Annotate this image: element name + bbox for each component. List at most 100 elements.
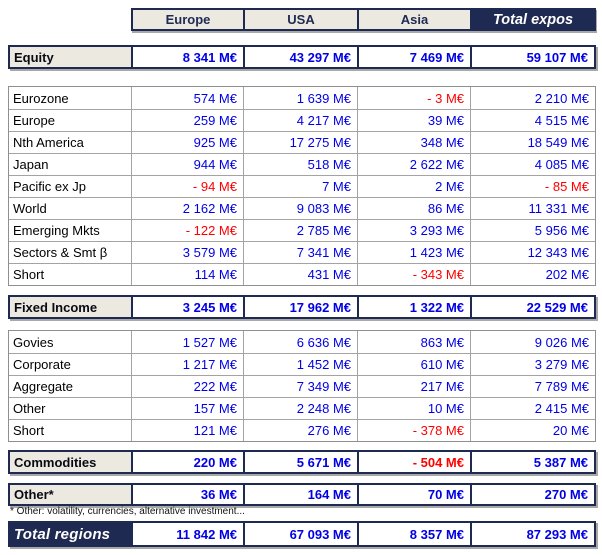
detail-value-europe-europe: 259 M€	[131, 110, 243, 131]
detail-value-govies-usa: 6 636 M€	[243, 331, 357, 353]
detail-value-emerging-mkts-total-expos: 5 956 M€	[470, 220, 595, 241]
detail-row-world: World 2 162 M€ 9 083 M€ 86 M€ 11 331 M€	[9, 197, 595, 219]
detail-row-pacific-ex-jp: Pacific ex Jp - 94 M€ 7 M€ 2 M€ - 85 M€	[9, 175, 595, 197]
detail-value-corporate-europe: 1 217 M€	[131, 354, 243, 375]
fixed-income-value-total-expos: 22 529 M€	[470, 297, 594, 317]
detail-value-short-total-expos: 202 M€	[470, 264, 595, 285]
equity-value-asia: 7 469 M€	[357, 47, 470, 67]
detail-value-europe-asia: 39 M€	[357, 110, 470, 131]
detail-value-aggregate-total-expos: 7 789 M€	[470, 376, 595, 397]
column-header-europe: Europe	[133, 10, 243, 29]
detail-value-aggregate-asia: 217 M€	[357, 376, 470, 397]
detail-value-emerging-mkts-usa: 2 785 M€	[243, 220, 357, 241]
detail-label-emerging-mkts: Emerging Mkts	[13, 223, 100, 238]
detail-value-world-total-expos: 11 331 M€	[470, 198, 595, 219]
detail-value-sectors-smt-total-expos: 12 343 M€	[470, 242, 595, 263]
detail-row-govies: Govies 1 527 M€ 6 636 M€ 863 M€ 9 026 M€	[9, 331, 595, 353]
detail-row-emerging-mkts: Emerging Mkts - 122 M€ 2 785 M€ 3 293 M€ 5 9…	[9, 219, 595, 241]
other-value-total-expos: 270 M€	[470, 485, 594, 504]
detail-value-world-europe: 2 162 M€	[131, 198, 243, 219]
equity-section-row: Equity 8 341 M€ 43 297 M€ 7 469 M€ 59 107 M€	[8, 45, 596, 69]
detail-value-pacific-ex-jp-asia: 2 M€	[357, 176, 470, 197]
other-value-usa: 164 M€	[243, 485, 357, 504]
detail-value-eurozone-europe: 574 M€	[131, 87, 243, 109]
detail-label-world: World	[13, 201, 47, 216]
detail-value-other-asia: 10 M€	[357, 398, 470, 419]
detail-value-govies-asia: 863 M€	[357, 331, 470, 353]
detail-label-short: Short	[13, 423, 45, 438]
fixed-income-label: Fixed Income	[10, 297, 131, 317]
detail-row-japan: Japan 944 M€ 518 M€ 2 622 M€ 4 085 M€	[9, 153, 595, 175]
equity-value-europe: 8 341 M€	[131, 47, 243, 67]
fixed-income-detail-table: Govies 1 527 M€ 6 636 M€ 863 M€ 9 026 M€ Corp…	[8, 330, 596, 442]
detail-label-nth-america: Nth America	[13, 135, 84, 150]
detail-row-short: Short 121 M€ 276 M€ - 378 M€ 20 M€	[9, 419, 595, 441]
fixed-income-value-europe: 3 245 M€	[131, 297, 243, 317]
detail-value-short-europe: 121 M€	[131, 420, 243, 441]
detail-value-corporate-asia: 610 M€	[357, 354, 470, 375]
detail-value-world-asia: 86 M€	[357, 198, 470, 219]
fixed-income-value-asia: 1 322 M€	[357, 297, 470, 317]
detail-row-eurozone: Eurozone 574 M€ 1 639 M€ - 3 M€ 2 210 M€	[9, 87, 595, 109]
commodities-value-europe: 220 M€	[131, 452, 243, 472]
detail-value-japan-total-expos: 4 085 M€	[470, 154, 595, 175]
total-regions-value-usa: 67 093 M€	[243, 523, 357, 545]
detail-value-world-usa: 9 083 M€	[243, 198, 357, 219]
detail-value-europe-total-expos: 4 515 M€	[470, 110, 595, 131]
commodities-value-total-expos: 5 387 M€	[470, 452, 594, 472]
detail-value-short-usa: 276 M€	[243, 420, 357, 441]
detail-value-emerging-mkts-europe: - 122 M€	[131, 220, 243, 241]
detail-label-eurozone: Eurozone	[13, 90, 69, 106]
detail-value-nth-america-total-expos: 18 549 M€	[470, 132, 595, 153]
detail-value-sectors-smt-asia: 1 423 M€	[357, 242, 470, 263]
fixed-income-value-usa: 17 962 M€	[243, 297, 357, 317]
detail-row-short: Short 114 M€ 431 M€ - 343 M€ 202 M€	[9, 263, 595, 285]
detail-value-aggregate-europe: 222 M€	[131, 376, 243, 397]
detail-label-govies: Govies	[13, 334, 54, 350]
detail-row-europe: Europe 259 M€ 4 217 M€ 39 M€ 4 515 M€	[9, 109, 595, 131]
detail-value-pacific-ex-jp-usa: 7 M€	[243, 176, 357, 197]
detail-value-nth-america-europe: 925 M€	[131, 132, 243, 153]
detail-label-japan: Japan	[13, 157, 49, 172]
detail-value-corporate-usa: 1 452 M€	[243, 354, 357, 375]
detail-value-japan-europe: 944 M€	[131, 154, 243, 175]
total-regions-value-asia: 8 357 M€	[357, 523, 470, 545]
detail-value-govies-total-expos: 9 026 M€	[470, 331, 595, 353]
detail-label-pacific-ex-jp: Pacific ex Jp	[13, 179, 86, 194]
equity-value-usa: 43 297 M€	[243, 47, 357, 67]
equity-value-total-expos: 59 107 M€	[470, 47, 594, 67]
detail-value-short-asia: - 378 M€	[357, 420, 470, 441]
commodities-section-row: Commodities 220 M€ 5 671 M€ - 504 M€ 5 387 M…	[8, 450, 596, 474]
detail-value-govies-europe: 1 527 M€	[131, 331, 243, 353]
column-header-row: Europe USA Asia Total expos	[131, 8, 596, 31]
detail-value-other-europe: 157 M€	[131, 398, 243, 419]
detail-value-sectors-smt-europe: 3 579 M€	[131, 242, 243, 263]
column-header-usa: USA	[243, 10, 357, 29]
other-label: Other*	[10, 485, 131, 504]
other-value-asia: 70 M€	[357, 485, 470, 504]
commodities-label: Commodities	[10, 452, 131, 472]
detail-value-short-asia: - 343 M€	[357, 264, 470, 285]
detail-value-eurozone-usa: 1 639 M€	[243, 87, 357, 109]
detail-value-emerging-mkts-asia: 3 293 M€	[357, 220, 470, 241]
total-regions-value-europe: 11 842 M€	[131, 523, 243, 545]
detail-value-sectors-smt-usa: 7 341 M€	[243, 242, 357, 263]
column-header-asia: Asia	[357, 10, 470, 29]
detail-label-sectors-smt: Sectors & Smt β	[13, 245, 108, 260]
detail-value-eurozone-total-expos: 2 210 M€	[470, 87, 595, 109]
other-value-europe: 36 M€	[131, 485, 243, 504]
total-regions-row: Total regions 11 842 M€ 67 093 M€ 8 357 M€ 8…	[8, 521, 596, 547]
detail-value-pacific-ex-jp-europe: - 94 M€	[131, 176, 243, 197]
detail-value-other-total-expos: 2 415 M€	[470, 398, 595, 419]
detail-label-short: Short	[13, 267, 45, 282]
detail-value-short-total-expos: 20 M€	[470, 420, 595, 441]
total-regions-value-total-expos: 87 293 M€	[470, 523, 594, 545]
commodities-value-usa: 5 671 M€	[243, 452, 357, 472]
detail-label-europe: Europe	[13, 113, 55, 128]
detail-value-europe-usa: 4 217 M€	[243, 110, 357, 131]
detail-value-japan-asia: 2 622 M€	[357, 154, 470, 175]
detail-value-nth-america-asia: 348 M€	[357, 132, 470, 153]
detail-row-nth-america: Nth America 925 M€ 17 275 M€ 348 M€ 18 549 M…	[9, 131, 595, 153]
detail-value-eurozone-asia: - 3 M€	[357, 87, 470, 109]
